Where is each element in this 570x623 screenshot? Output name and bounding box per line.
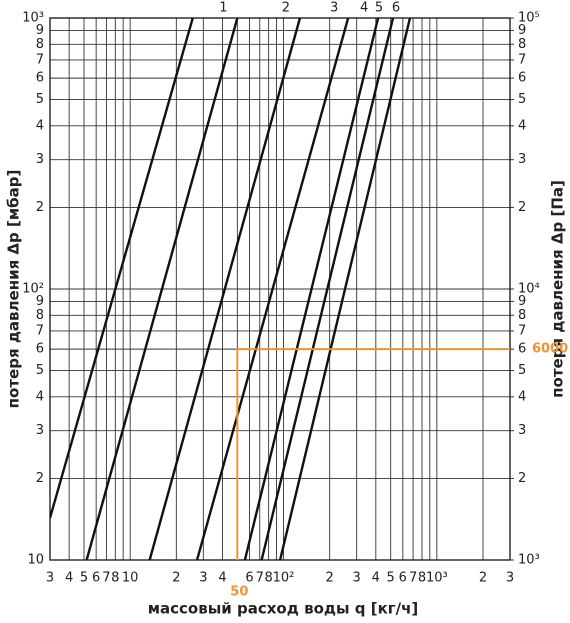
- curve: [260, 18, 395, 560]
- y-tick-label: 3: [36, 152, 44, 167]
- x-tick-label: 7: [102, 571, 110, 586]
- y-tick-label: 9: [36, 23, 44, 38]
- x-tick-label: 4: [65, 571, 73, 586]
- y2-tick-label: 8: [518, 308, 526, 323]
- y2-axis-title: потеря давления Δp [Па]: [549, 180, 567, 398]
- y2-tick-label: 6: [518, 342, 526, 357]
- y2-tick-label: 7: [518, 52, 526, 67]
- x-tick-label: 10³: [426, 571, 448, 586]
- y2-tick-label: 10³: [518, 553, 540, 568]
- x-tick-label: 10²: [273, 571, 295, 586]
- x-tick-label: 6: [245, 571, 253, 586]
- y2-tick-label: 2: [518, 200, 526, 215]
- x-tick-label: 8: [111, 571, 119, 586]
- y2-tick-label: 5: [518, 363, 526, 378]
- x-tick-label: 6: [399, 571, 407, 586]
- curve: [50, 18, 194, 519]
- y-tick-label: 7: [36, 52, 44, 67]
- y-tick-label: 10²: [22, 282, 44, 297]
- y2-tick-label: 2: [518, 471, 526, 486]
- x-tick-label: 3: [46, 571, 54, 586]
- y-tick-label: 9: [36, 294, 44, 309]
- curve: [148, 18, 302, 560]
- y-tick-label: 7: [36, 323, 44, 338]
- y-tick-label: 2: [36, 471, 44, 486]
- y-tick-label: 5: [36, 92, 44, 107]
- y-tick-label: 10: [27, 553, 44, 568]
- example-path: [236, 348, 510, 560]
- example-y2-label: 6000: [532, 342, 568, 357]
- curve: [195, 18, 350, 560]
- y2-tick-label: 9: [518, 23, 526, 38]
- x-tick-label: 8: [418, 571, 426, 586]
- y-tick-label: 6: [36, 71, 44, 86]
- y2-tick-label: 10⁵: [518, 11, 540, 26]
- x-tick-label: 2: [326, 571, 334, 586]
- y-tick-label: 10³: [22, 11, 44, 26]
- x-tick-label: 5: [80, 571, 88, 586]
- x-tick-label: 3: [506, 571, 514, 586]
- y-tick-label: 2: [36, 200, 44, 215]
- y2-tick-label: 10⁴: [518, 282, 540, 297]
- x-tick-label: 3: [353, 571, 361, 586]
- y2-tick-label: 3: [518, 152, 526, 167]
- x-tick-label: 4: [372, 571, 380, 586]
- x-axis-title: массовый расход воды q [кг/ч]: [148, 600, 419, 618]
- curve-label: 1: [219, 1, 227, 16]
- x-tick-label: 10: [122, 571, 139, 586]
- x-tick-label: 6: [92, 571, 100, 586]
- example-x-label: 50: [230, 585, 248, 600]
- x-tick-label: 5: [387, 571, 395, 586]
- y2-tick-label: 5: [518, 92, 526, 107]
- x-tick-label: 2: [172, 571, 180, 586]
- y2-tick-label: 7: [518, 323, 526, 338]
- y2-tick-label: 8: [518, 37, 526, 52]
- x-tick-label: 4: [218, 571, 226, 586]
- y-tick-label: 4: [36, 118, 44, 133]
- x-tick-label: 7: [409, 571, 417, 586]
- curve-label: 3: [330, 1, 338, 16]
- curve: [85, 18, 239, 560]
- y-tick-label: 6: [36, 342, 44, 357]
- y-axis-title: потеря давления Δp [мбар]: [5, 170, 23, 409]
- curve: [278, 18, 412, 560]
- y2-tick-label: 6: [518, 71, 526, 86]
- y-tick-label: 8: [36, 37, 44, 52]
- curve-label: 6: [392, 1, 400, 16]
- y2-tick-label: 9: [518, 294, 526, 309]
- y-tick-label: 3: [36, 423, 44, 438]
- y2-tick-label: 3: [518, 423, 526, 438]
- y-tick-label: 8: [36, 308, 44, 323]
- y-tick-label: 4: [36, 389, 44, 404]
- x-tick-label: 2: [479, 571, 487, 586]
- curve: [243, 18, 380, 560]
- y2-tick-label: 4: [518, 389, 526, 404]
- curve-label: 2: [282, 1, 290, 16]
- y-tick-label: 5: [36, 363, 44, 378]
- x-tick-label: 3: [199, 571, 207, 586]
- plot-frame: [49, 17, 511, 561]
- curve-label: 4: [360, 1, 368, 16]
- x-tick-label: 7: [256, 571, 264, 586]
- x-tick-label: 8: [265, 571, 273, 586]
- curve-label: 5: [375, 1, 383, 16]
- y2-tick-label: 4: [518, 118, 526, 133]
